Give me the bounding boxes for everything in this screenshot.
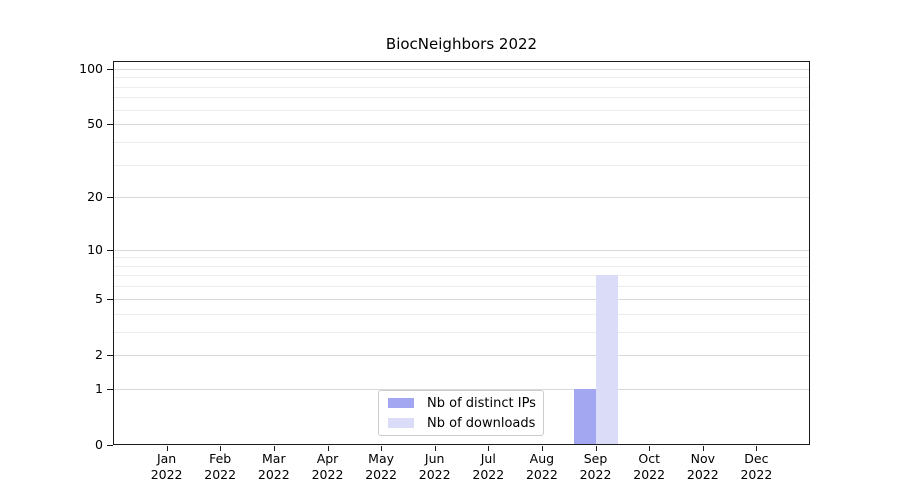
x-tick	[381, 446, 383, 451]
x-tick	[434, 446, 436, 451]
x-tick	[327, 446, 329, 451]
x-tick	[166, 446, 168, 451]
x-tick-label: Jun 2022	[403, 451, 467, 483]
y-tick	[107, 445, 113, 446]
x-tick-month: Oct	[638, 451, 660, 466]
x-tick-month: Sep	[583, 451, 608, 466]
y-tick	[107, 249, 113, 251]
x-tick-label: Nov 2022	[671, 451, 735, 483]
major-gridline	[113, 196, 810, 198]
chart-title: BiocNeighbors 2022	[385, 35, 538, 53]
x-tick-label: Aug 2022	[510, 451, 574, 483]
x-tick-year: 2022	[472, 467, 505, 482]
x-tick	[595, 446, 597, 451]
legend-swatch-downloads	[388, 418, 414, 428]
minor-gridline	[113, 265, 810, 267]
minor-gridline	[113, 97, 810, 99]
x-tick-label: Mar 2022	[242, 451, 306, 483]
x-tick	[702, 446, 704, 451]
y-tick-label: 0	[95, 437, 103, 452]
y-tick-label: 5	[95, 290, 103, 306]
x-tick	[273, 446, 275, 451]
y-tick-label: 1	[95, 380, 103, 396]
minor-gridline	[113, 142, 810, 144]
minor-gridline	[113, 77, 810, 79]
legend-label-distinct-ips: Nb of distinct IPs	[427, 395, 536, 411]
y-tick-label: 50	[87, 116, 103, 132]
x-tick-year: 2022	[525, 467, 558, 482]
x-tick-label: Dec 2022	[724, 451, 788, 483]
x-tick	[488, 446, 490, 451]
y-tick	[107, 124, 113, 126]
major-gridline	[113, 124, 810, 126]
y-tick-label: 20	[87, 188, 103, 204]
x-tick-month: May	[368, 451, 395, 466]
x-tick-label: Jan 2022	[135, 451, 199, 483]
x-tick	[649, 446, 651, 451]
x-tick-month: Apr	[316, 451, 339, 466]
bar-distinct-ips	[573, 388, 596, 445]
x-tick-label: May 2022	[349, 451, 413, 483]
x-tick-label: Sep 2022	[564, 451, 628, 483]
x-tick-label: Feb 2022	[188, 451, 252, 483]
x-tick-month: Jun	[424, 451, 445, 466]
x-tick-year: 2022	[257, 467, 290, 482]
x-tick-month: Aug	[529, 451, 555, 466]
x-tick-month: Jul	[480, 451, 496, 466]
x-tick-year: 2022	[740, 467, 773, 482]
x-tick	[541, 446, 543, 451]
x-tick	[756, 446, 758, 451]
x-tick-month: Jan	[156, 451, 177, 466]
minor-gridline	[113, 109, 810, 111]
x-tick-label: Jul 2022	[456, 451, 520, 483]
y-tick-label: 100	[79, 60, 103, 76]
legend-item-distinct-ips: Nb of distinct IPs	[388, 395, 536, 411]
legend: Nb of distinct IPs Nb of downloads	[378, 390, 544, 436]
x-tick-year: 2022	[686, 467, 719, 482]
legend-swatch-distinct-ips	[388, 398, 414, 408]
legend-label-downloads: Nb of downloads	[427, 415, 536, 431]
minor-gridline	[113, 332, 810, 333]
y-tick	[107, 355, 113, 357]
x-tick-year: 2022	[365, 467, 397, 482]
y-tick	[107, 298, 113, 300]
major-gridline	[113, 388, 810, 390]
x-tick-year: 2022	[579, 467, 612, 482]
x-tick-year: 2022	[204, 467, 237, 482]
minor-gridline	[113, 313, 810, 315]
y-tick-label: 2	[95, 347, 103, 363]
x-tick	[220, 446, 222, 451]
x-tick-year: 2022	[418, 467, 451, 482]
minor-gridline	[113, 165, 810, 166]
x-tick-month: Nov	[690, 451, 715, 466]
major-gridline	[113, 355, 810, 357]
minor-gridline	[113, 275, 810, 277]
major-gridline	[113, 249, 810, 251]
bar-downloads	[595, 275, 618, 445]
major-gridline	[113, 298, 810, 300]
x-tick-year: 2022	[150, 467, 183, 482]
minor-gridline	[113, 86, 810, 88]
minor-gridline	[113, 257, 810, 259]
x-tick-label: Apr 2022	[296, 451, 360, 483]
y-tick	[107, 68, 113, 70]
x-tick-label: Oct 2022	[617, 451, 681, 483]
major-gridline	[113, 68, 810, 70]
y-tick	[107, 388, 113, 390]
x-tick-month: Feb	[209, 451, 232, 466]
minor-gridline	[113, 286, 810, 288]
plot-border	[113, 61, 810, 445]
y-tick-label: 10	[87, 241, 103, 257]
x-tick-year: 2022	[633, 467, 666, 482]
legend-item-downloads: Nb of downloads	[388, 415, 536, 431]
x-tick-month: Mar	[262, 451, 286, 466]
x-tick-month: Dec	[744, 451, 769, 466]
y-tick	[107, 196, 113, 198]
x-tick-year: 2022	[311, 467, 344, 482]
